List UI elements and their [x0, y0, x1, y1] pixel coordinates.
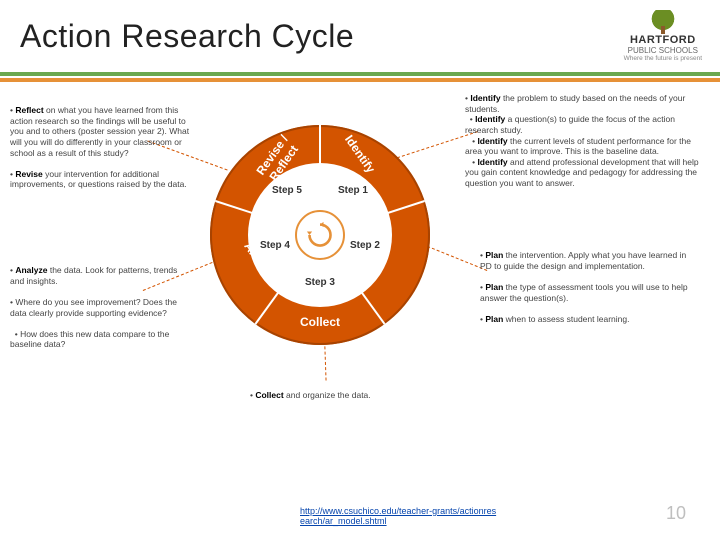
- cycle-hub-icon: [295, 210, 345, 260]
- source-link[interactable]: http://www.csuchico.edu/teacher-grants/a…: [300, 506, 500, 526]
- ann-collect: • Collect and organize the data.: [250, 390, 450, 401]
- tree-icon: [645, 10, 681, 32]
- logo-tagline: Where the future is present: [624, 55, 702, 62]
- page-title: Action Research Cycle: [20, 18, 700, 55]
- page-number: 10: [666, 503, 686, 524]
- cycle-diagram: Identify Plan Collect Analyze Revise / R…: [210, 125, 430, 345]
- diagram-area: Identify Plan Collect Analyze Revise / R…: [10, 95, 710, 500]
- header-rule: [0, 72, 720, 86]
- step-4: Step 4: [250, 240, 300, 251]
- ann-reflect: • Reflect on what you have learned from …: [10, 105, 200, 190]
- step-3: Step 3: [295, 277, 345, 288]
- ann-analyze: • Analyze the data. Look for patterns, t…: [10, 265, 185, 350]
- logo-sub: PUBLIC SCHOOLS: [624, 46, 702, 55]
- header: Action Research Cycle HARTFORD PUBLIC SC…: [0, 0, 720, 88]
- logo-name: HARTFORD: [624, 34, 702, 46]
- ann-identify: • Identify the problem to study based on…: [465, 93, 700, 189]
- step-1: Step 1: [328, 185, 378, 196]
- step-5: Step 5: [262, 185, 312, 196]
- brand-logo: HARTFORD PUBLIC SCHOOLS Where the future…: [624, 10, 702, 62]
- sector-collect: Collect: [280, 315, 360, 329]
- ann-plan: • Plan the intervention. Apply what you …: [480, 250, 700, 324]
- step-2: Step 2: [340, 240, 390, 251]
